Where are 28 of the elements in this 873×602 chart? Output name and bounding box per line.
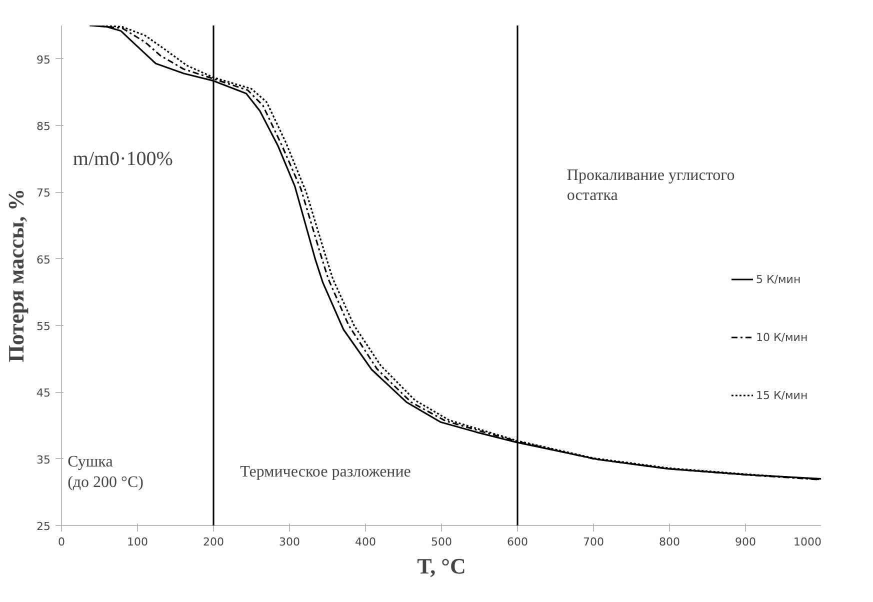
annotation: Сушка (до 200 °С) xyxy=(68,453,144,491)
y-tick-label: 65 xyxy=(36,253,51,266)
y-tick-label: 75 xyxy=(36,186,51,200)
x-tick-label: 800 xyxy=(659,536,680,548)
x-tick-label: 600 xyxy=(507,536,528,548)
x-tick-label: 700 xyxy=(583,536,604,548)
y-tick-label: 85 xyxy=(36,120,51,133)
y-tick-label: 25 xyxy=(36,520,51,533)
annotation: m/m0·100% xyxy=(72,148,173,170)
y-tick-label: 55 xyxy=(36,320,51,333)
x-tick-label: 900 xyxy=(735,536,756,548)
legend-label: 10 К/мин xyxy=(756,330,808,344)
x-tick-label: 0 xyxy=(58,536,65,548)
y-tick-label: 95 xyxy=(36,53,51,66)
x-tick-label: 100 xyxy=(127,536,148,548)
x-tick-label: 1000 xyxy=(794,536,822,548)
x-tick-label: 400 xyxy=(355,536,376,548)
y-tick-label: 45 xyxy=(36,386,51,400)
legend-label: 5 К/мин xyxy=(756,272,801,286)
x-tick-label: 500 xyxy=(431,536,452,548)
annotation: Термическое разложение xyxy=(240,464,411,481)
y-tick-label: 35 xyxy=(36,453,51,466)
annotation: Прокаливание углистого остатка xyxy=(566,166,735,204)
legend-label: 15 К/мин xyxy=(756,388,808,402)
x-tick-label: 300 xyxy=(279,536,300,548)
x-tick-label: 200 xyxy=(203,536,224,548)
x-axis-title: T, °С xyxy=(417,554,466,578)
y-axis-title: Потеря массы, % xyxy=(4,188,29,362)
